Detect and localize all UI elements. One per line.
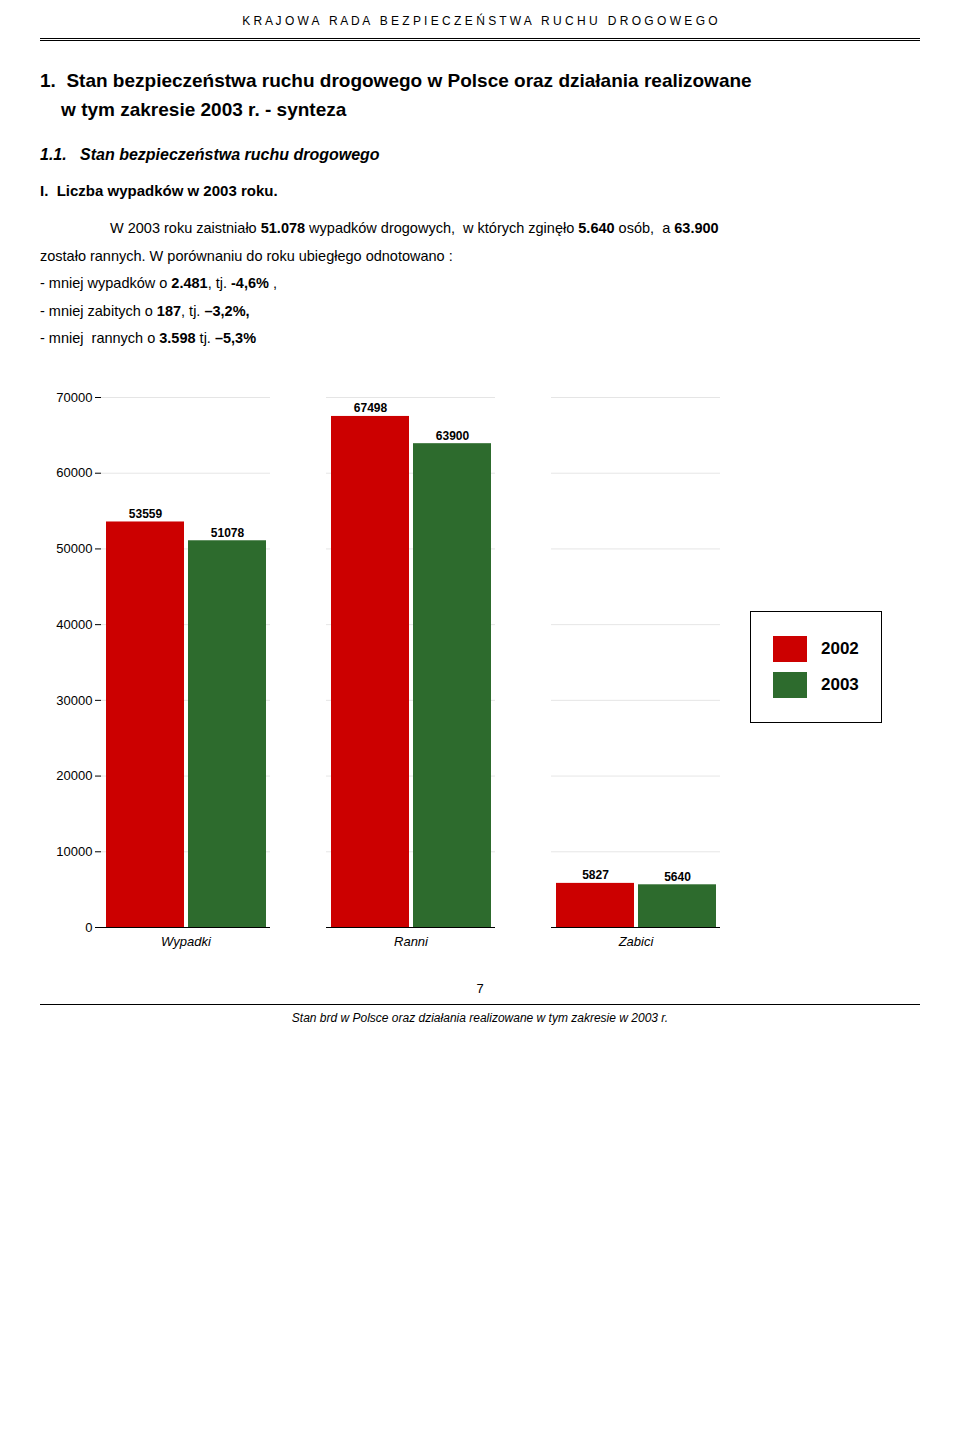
svg-text:40000: 40000 bbox=[56, 617, 92, 632]
svg-text:5640: 5640 bbox=[664, 870, 691, 884]
svg-text:67498: 67498 bbox=[354, 401, 388, 415]
html-text:I. Liczba wypadków w 2003 roku: I. Liczba wypadków w 2003 roku. bbox=[40, 182, 278, 199]
svg-text:20000: 20000 bbox=[56, 768, 92, 783]
svg-text:30000: 30000 bbox=[56, 692, 92, 707]
html-text:7: 7 bbox=[476, 980, 484, 996]
html-text:- mniej zabitych o 187, tj. –3: - mniej zabitych o 187, tj. –3,2%, bbox=[40, 302, 250, 319]
html-text:2002: 2002 bbox=[821, 638, 859, 658]
svg-text:60000: 60000 bbox=[56, 465, 92, 480]
html-text:- mniej wypadków o 2.481, tj.: - mniej wypadków o 2.481, tj. -4,6%, bbox=[40, 275, 277, 292]
html-text:1.1. Stan bezpieczeństwa ruchu: 1.1. Stan bezpieczeństwa ruchu drogowego bbox=[40, 146, 380, 163]
svg-text:53559: 53559 bbox=[129, 507, 163, 521]
html-text:- mniej rannych o 3.598 tj. –5: - mniej rannych o 3.598 tj. –5,3% bbox=[40, 330, 256, 347]
svg-text:5827: 5827 bbox=[582, 868, 609, 882]
html-text:zostało rannych. W porównaniu: zostało rannych. W porównaniu do roku ub… bbox=[40, 247, 453, 264]
html-text:K R A J O W A R A D A B E Z P: K R A J O W A R A D A B E Z P I E C Z E … bbox=[242, 14, 718, 28]
svg-text:70000: 70000 bbox=[56, 389, 92, 404]
svg-text:Zabici: Zabici bbox=[618, 933, 655, 948]
html-text:2003: 2003 bbox=[821, 674, 859, 694]
html-text:Stan brd w Polsce oraz działan: Stan brd w Polsce oraz działania realizo… bbox=[291, 1010, 669, 1025]
svg-text:50000: 50000 bbox=[56, 541, 92, 556]
svg-text:Ranni: Ranni bbox=[394, 933, 429, 948]
svg-text:0: 0 bbox=[85, 919, 92, 934]
html-text:W 2003 roku zaistniało 51.078: W 2003 roku zaistniało 51.078 wypadków d… bbox=[110, 220, 719, 236]
svg-text:51078: 51078 bbox=[211, 526, 245, 540]
svg-text:63900: 63900 bbox=[436, 428, 470, 442]
svg-text:10000: 10000 bbox=[56, 844, 92, 859]
svg-text:Wypadki: Wypadki bbox=[161, 933, 212, 948]
html-text:1. Stan bezpieczeństwa ruchu d: 1. Stan bezpieczeństwa ruchu drogowego w… bbox=[40, 70, 752, 120]
